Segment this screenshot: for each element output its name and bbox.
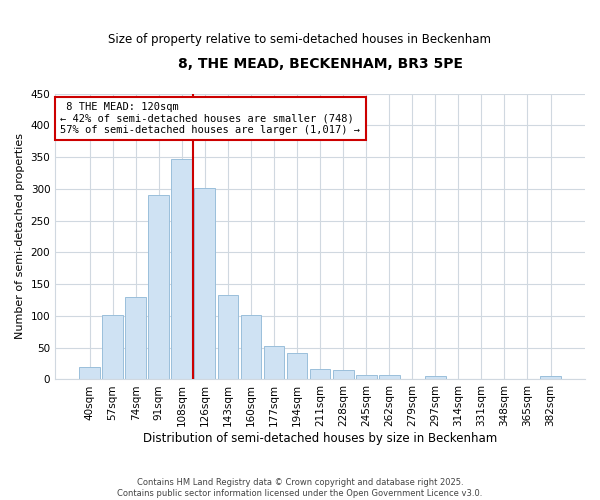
Bar — [425, 376, 446, 380]
Bar — [540, 376, 561, 380]
Bar — [218, 295, 238, 380]
Bar — [194, 188, 215, 380]
Bar — [241, 316, 262, 380]
Bar — [125, 297, 146, 380]
Bar — [263, 346, 284, 380]
Text: Size of property relative to semi-detached houses in Beckenham: Size of property relative to semi-detach… — [109, 32, 491, 46]
Bar — [402, 379, 422, 380]
Bar — [379, 375, 400, 380]
X-axis label: Distribution of semi-detached houses by size in Beckenham: Distribution of semi-detached houses by … — [143, 432, 497, 445]
Bar — [333, 370, 353, 380]
Title: 8, THE MEAD, BECKENHAM, BR3 5PE: 8, THE MEAD, BECKENHAM, BR3 5PE — [178, 58, 463, 71]
Bar — [79, 366, 100, 380]
Text: 8 THE MEAD: 120sqm
← 42% of semi-detached houses are smaller (748)
57% of semi-d: 8 THE MEAD: 120sqm ← 42% of semi-detache… — [61, 102, 361, 136]
Bar — [148, 194, 169, 380]
Bar — [356, 375, 377, 380]
Bar — [310, 370, 331, 380]
Text: Contains HM Land Registry data © Crown copyright and database right 2025.
Contai: Contains HM Land Registry data © Crown c… — [118, 478, 482, 498]
Bar — [102, 314, 123, 380]
Bar — [287, 354, 307, 380]
Y-axis label: Number of semi-detached properties: Number of semi-detached properties — [15, 134, 25, 340]
Bar — [172, 159, 192, 380]
